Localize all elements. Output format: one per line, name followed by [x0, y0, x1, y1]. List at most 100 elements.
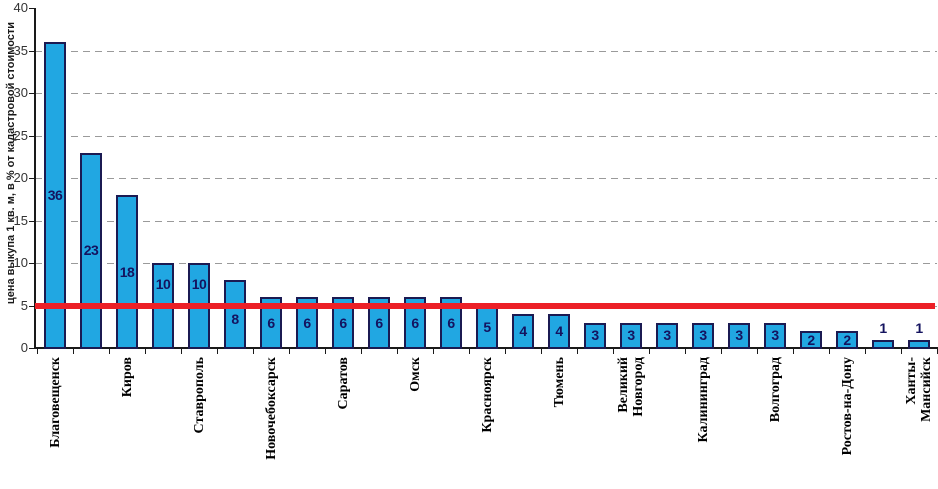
x-tick [577, 349, 578, 354]
x-tick [793, 349, 794, 354]
x-tick [829, 349, 830, 354]
y-tick-label: 40 [13, 0, 28, 15]
bar-value-label: 3 [771, 327, 779, 344]
x-tick [289, 349, 290, 354]
bar [620, 322, 642, 349]
x-tick [181, 349, 182, 354]
gridline [35, 178, 937, 179]
bar-value-label: 10 [191, 276, 207, 292]
y-tick-label: 5 [20, 297, 28, 313]
bar-value-label: 1 [915, 319, 923, 336]
bar [764, 322, 786, 349]
y-tick [29, 305, 35, 307]
bar-value-label: 1 [879, 319, 887, 336]
bar-value-label: 10 [155, 276, 171, 292]
bar-value-label: 6 [447, 314, 455, 331]
bar [260, 297, 282, 349]
category-label: Калининград [695, 357, 711, 443]
bar-value-label: 36 [47, 187, 63, 203]
x-tick [865, 349, 866, 354]
y-tick-label: 30 [13, 85, 28, 100]
bar-value-label: 6 [411, 314, 419, 331]
category-label: Ханты- Мансийск [904, 357, 934, 422]
bar-value-label: 4 [555, 323, 563, 339]
gridline [35, 93, 937, 94]
bar [44, 42, 66, 349]
category-label: Тюмень [551, 357, 567, 408]
bar [368, 297, 390, 349]
x-tick [361, 349, 362, 354]
gridline [35, 50, 937, 52]
x-tick [685, 349, 686, 354]
x-tick [469, 349, 470, 354]
x-tick [109, 349, 110, 354]
category-label: Киров [119, 357, 135, 398]
y-tick [29, 50, 35, 52]
gridline [35, 220, 937, 222]
category-label: Новочебоксарск [263, 357, 279, 460]
y-tick [29, 93, 35, 94]
bar-value-label: 18 [119, 263, 135, 280]
bar [80, 152, 102, 349]
x-tick [433, 349, 434, 354]
x-tick [721, 349, 722, 354]
bar [404, 297, 426, 349]
bar-value-label: 23 [83, 242, 99, 259]
bar [440, 297, 462, 349]
bar-value-label: 3 [699, 327, 707, 344]
x-tick [73, 349, 74, 354]
bar-value-label: 3 [591, 327, 599, 344]
bar [512, 314, 534, 349]
category-label: Волгоград [767, 357, 783, 423]
bar-value-label: 6 [267, 314, 275, 331]
y-tick [29, 135, 35, 137]
y-tick-label: 25 [13, 127, 28, 143]
x-tick [757, 349, 758, 354]
y-axis-line [34, 8, 36, 349]
x-tick [901, 349, 902, 354]
bar [908, 339, 930, 349]
category-label: Ростов-на-Дону [839, 357, 855, 456]
y-tick [29, 8, 35, 9]
x-tick [253, 349, 254, 354]
bar [836, 331, 858, 349]
y-tick [29, 263, 35, 264]
bar [296, 297, 318, 349]
bar-value-label: 3 [627, 327, 635, 344]
category-label: Саратов [335, 357, 351, 410]
x-tick [397, 349, 398, 354]
bar [800, 331, 822, 349]
x-tick [613, 349, 614, 354]
bar-value-label: 8 [231, 311, 239, 327]
bar-value-label: 6 [375, 314, 383, 331]
bar-value-label: 3 [735, 327, 743, 344]
x-tick [541, 349, 542, 354]
bar-value-label: 6 [303, 314, 311, 331]
x-tick [217, 349, 218, 354]
bar-value-label: 2 [807, 331, 815, 348]
gridline [35, 263, 937, 264]
bar [548, 314, 570, 349]
y-tick-label: 15 [13, 212, 28, 228]
category-label: Красноярск [479, 357, 495, 433]
bar-value-label: 2 [843, 331, 851, 348]
y-tick-label: 35 [13, 42, 28, 58]
bar [224, 280, 246, 349]
bar [872, 339, 894, 349]
category-label: Ставрополь [191, 357, 207, 434]
reference-line [35, 302, 935, 309]
bar [584, 322, 606, 349]
x-tick [325, 349, 326, 354]
bar [692, 322, 714, 349]
category-label: Омск [407, 357, 423, 392]
y-tick [29, 348, 35, 349]
y-tick [29, 178, 35, 179]
bar-value-label: 6 [339, 314, 347, 331]
x-tick [145, 349, 146, 354]
y-tick-label: 20 [13, 170, 28, 185]
y-tick-label: 0 [20, 340, 28, 355]
category-label: Благовещенск [47, 357, 63, 448]
y-tick [29, 220, 35, 222]
